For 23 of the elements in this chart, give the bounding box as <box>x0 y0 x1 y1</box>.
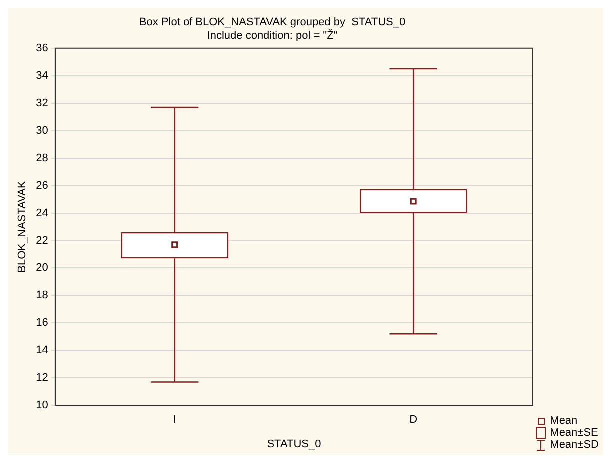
y-tick-label: 14 <box>36 344 48 357</box>
y-tick-label: 36 <box>36 42 48 54</box>
y-tick-label: 30 <box>36 124 48 137</box>
x-tick-label: I <box>173 414 176 426</box>
y-tick-label: 24 <box>36 207 48 220</box>
x-axis-title: STATUS_0 <box>267 438 322 450</box>
y-tick-label: 10 <box>36 400 48 412</box>
y-tick-label: 34 <box>36 70 48 82</box>
y-tick-label: 20 <box>36 262 48 274</box>
y-tick-label: 12 <box>36 372 48 384</box>
y-tick-label: 32 <box>36 97 48 110</box>
x-tick-label: D <box>410 414 418 426</box>
y-tick-label: 26 <box>36 180 48 192</box>
y-tick-label: 28 <box>36 152 48 164</box>
text: Mean <box>550 415 578 427</box>
y-tick-label: 22 <box>36 234 48 247</box>
text: Mean±SE <box>550 427 598 439</box>
chart-title: Box Plot of BLOK_NASTAVAK grouped by STATUS_0 <box>139 16 406 29</box>
y-tick-label: 16 <box>36 317 48 330</box>
y-axis-title: BLOK_NASTAVAK <box>16 180 29 273</box>
chart-subtitle: Include condition: pol = "Ž" <box>207 28 338 42</box>
text: Mean±SD <box>550 439 599 451</box>
y-tick-label: 18 <box>36 290 48 302</box>
